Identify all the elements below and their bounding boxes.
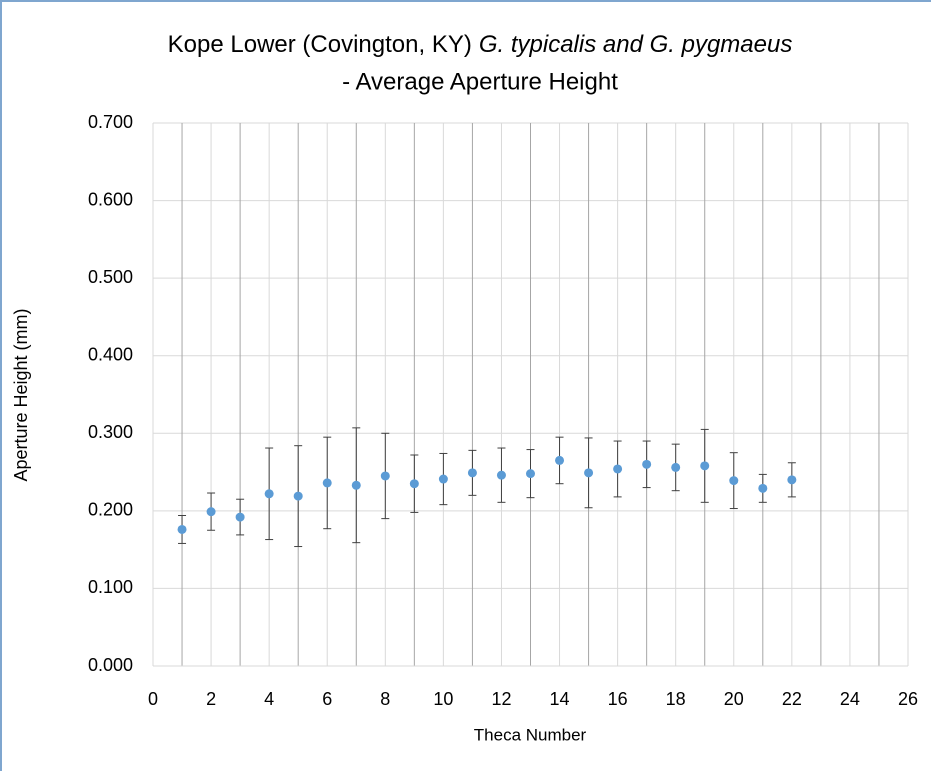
data-point [496, 470, 506, 480]
data-point [380, 471, 390, 481]
data-point [438, 474, 448, 484]
x-tick-label: 0 [148, 689, 158, 709]
data-point [206, 507, 216, 517]
data-point [235, 512, 245, 522]
data-point [700, 461, 710, 471]
chart-title: Kope Lower (Covington, KY) G. typicalis a… [168, 31, 793, 58]
x-tick-label: 10 [433, 689, 453, 709]
x-tick-label: 2 [206, 689, 216, 709]
title-italic: G. typicalis and G. pygmaeus [479, 31, 792, 58]
y-tick-label: 0.300 [88, 422, 133, 442]
x-tick-label: 14 [550, 689, 570, 709]
y-tick-label: 0.200 [88, 500, 133, 520]
data-point [758, 483, 768, 493]
x-tick-label: 4 [264, 689, 274, 709]
y-axis-label: Aperture Height (mm) [11, 308, 31, 481]
x-tick-label: 6 [322, 689, 332, 709]
x-tick-label: 26 [898, 689, 918, 709]
x-axis-label: Theca Number [474, 725, 587, 744]
y-tick-label: 0.600 [88, 189, 133, 209]
x-tick-label: 20 [724, 689, 744, 709]
data-point [787, 475, 797, 485]
x-tick-label: 16 [608, 689, 628, 709]
data-point [555, 455, 565, 465]
data-point [729, 476, 739, 486]
data-point [322, 478, 332, 488]
data-point [642, 459, 652, 469]
chart-title-line2: - Average Aperture Height [342, 68, 618, 95]
x-tick-label: 8 [380, 689, 390, 709]
y-tick-label: 0.000 [88, 655, 133, 675]
data-point [409, 479, 419, 489]
data-point [264, 489, 274, 499]
data-point [351, 480, 361, 490]
x-tick-label: 12 [491, 689, 511, 709]
data-point [613, 464, 623, 474]
y-tick-label: 0.500 [88, 267, 133, 287]
y-tick-label: 0.400 [88, 344, 133, 364]
data-point [526, 469, 535, 479]
data-point [293, 491, 303, 501]
data-point [584, 468, 594, 478]
data-point [177, 524, 187, 534]
y-tick-label: 0.700 [88, 112, 133, 132]
data-point [671, 462, 681, 472]
data-point [467, 468, 477, 478]
title-plain: Kope Lower (Covington, KY) [168, 31, 472, 58]
x-tick-label: 24 [840, 689, 860, 709]
x-tick-label: 18 [666, 689, 686, 709]
y-tick-label: 0.100 [88, 577, 133, 597]
x-tick-label: 22 [782, 689, 802, 709]
